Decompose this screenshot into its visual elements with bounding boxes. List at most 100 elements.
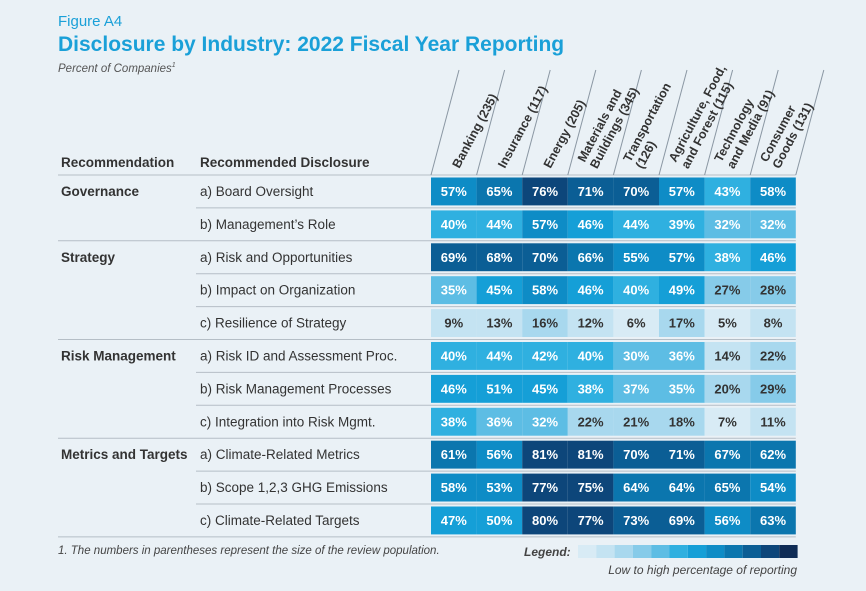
cell-value-label: 58% — [532, 283, 558, 298]
cell-value-label: 35% — [669, 381, 695, 396]
heatmap-cell — [750, 440, 796, 469]
heatmap-cell — [522, 473, 568, 502]
cell-value-label: 8% — [764, 316, 783, 331]
subtitle-text: Percent of Companies — [58, 62, 172, 75]
heatmap-cell — [567, 309, 614, 337]
heatmap-cell — [704, 473, 751, 502]
heatmap-cell — [431, 440, 477, 469]
heatmap-cell — [704, 210, 751, 239]
cell-value-label: 44% — [486, 217, 512, 232]
disclosure-label: b) Scope 1,2,3 GHG Emissions — [200, 480, 388, 495]
cell-value-label: 64% — [623, 480, 649, 495]
cell-value-label: 66% — [578, 250, 604, 265]
heatmap-cell — [613, 177, 659, 206]
heatmap-cell — [567, 243, 614, 272]
heatmap-cell — [431, 177, 477, 206]
cell-value-label: 14% — [714, 348, 740, 363]
cell-value-label: 36% — [669, 348, 695, 363]
cell-value-label: 40% — [441, 217, 467, 232]
cell-value-label: 18% — [669, 414, 695, 429]
heatmap-cell — [704, 342, 751, 370]
heatmap-cell — [431, 243, 477, 272]
heatmap-cell — [750, 374, 796, 403]
disclosure-header-label: Recommended Disclosure — [200, 155, 370, 170]
cell-value-label: 70% — [532, 250, 558, 265]
heatmap-cell — [522, 243, 568, 272]
cell-value-label: 56% — [714, 513, 740, 528]
heatmap-cell — [431, 506, 477, 535]
heatmap-cell — [476, 177, 523, 206]
heatmap-cell — [476, 440, 523, 469]
disclosure-label: b) Management’s Role — [200, 217, 336, 232]
cell-value-label: 57% — [669, 250, 695, 265]
cell-value-label: 32% — [714, 217, 740, 232]
heatmap-cell — [613, 309, 659, 337]
cell-value-label: 35% — [441, 283, 467, 298]
cell-value-label: 44% — [486, 348, 512, 363]
cell-value-label: 40% — [441, 348, 467, 363]
heatmap-cell — [431, 276, 477, 305]
heatmap-cell — [750, 473, 796, 502]
cell-value-label: 12% — [578, 316, 604, 331]
legend-swatch — [706, 545, 725, 558]
legend-swatch — [632, 545, 652, 558]
cell-value-label: 57% — [441, 184, 467, 199]
disclosure-label: c) Integration into Risk Mgmt. — [200, 414, 376, 429]
heatmap-cell — [613, 210, 659, 239]
footnote: 1. The numbers in parentheses represent … — [58, 545, 440, 557]
cell-value-label: 45% — [532, 381, 558, 396]
cell-value-label: 70% — [623, 447, 649, 462]
heatmap-cell — [704, 374, 751, 403]
heatmap-cell — [476, 309, 523, 337]
column-divider-line — [749, 69, 779, 176]
cell-value-label: 58% — [760, 184, 786, 199]
cell-value-label: 77% — [578, 513, 604, 528]
heatmap-cell — [567, 210, 614, 239]
heatmap-cell — [750, 177, 796, 206]
cell-value-label: 46% — [578, 217, 604, 232]
cell-value-label: 40% — [578, 348, 604, 363]
cell-value-label: 28% — [760, 283, 786, 298]
cell-value-label: 77% — [532, 480, 558, 495]
heatmap-cell — [704, 276, 751, 305]
cell-value-label: 49% — [669, 283, 695, 298]
column-divider-line — [476, 69, 506, 176]
heatmap-cell — [704, 309, 751, 337]
heatmap-cell — [567, 407, 614, 436]
cell-value-label: 13% — [486, 316, 512, 331]
cell-value-label: 80% — [532, 513, 558, 528]
cell-value-label: 42% — [532, 348, 558, 363]
cell-value-label: 61% — [441, 447, 467, 462]
heatmap-cell — [476, 374, 523, 403]
column-divider-line — [521, 69, 551, 176]
cell-value-label: 69% — [441, 250, 467, 265]
heatmap-cell — [431, 210, 477, 239]
disclosure-label: a) Board Oversight — [200, 184, 314, 199]
cell-value-label: 57% — [669, 184, 695, 199]
recommendation-label: Governance — [61, 184, 140, 199]
legend-label: Legend: — [524, 545, 571, 559]
cell-value-label: 67% — [714, 447, 740, 462]
chart-title: Disclosure by Industry: 2022 Fiscal Year… — [58, 33, 565, 56]
disclosure-label: c) Climate-Related Targets — [200, 513, 360, 528]
cell-value-label: 45% — [486, 283, 512, 298]
cell-value-label: 36% — [486, 414, 512, 429]
cell-value-label: 40% — [623, 283, 649, 298]
cell-value-label: 9% — [444, 316, 463, 331]
heatmap-cell — [476, 243, 523, 272]
cell-value-label: 51% — [486, 381, 512, 396]
cell-value-label: 46% — [578, 283, 604, 298]
cell-value-label: 65% — [486, 184, 512, 199]
cell-value-label: 55% — [623, 250, 649, 265]
column-label-line: Banking (235) — [450, 91, 501, 170]
disclosure-label: a) Risk and Opportunities — [200, 250, 353, 265]
heatmap-cell — [476, 407, 523, 436]
column-divider-line — [612, 69, 642, 176]
cell-value-label: 75% — [578, 480, 604, 495]
cell-value-label: 76% — [532, 184, 558, 199]
cell-value-label: 64% — [669, 480, 695, 495]
recommendation-label: Risk Management — [61, 348, 176, 363]
heatmap-cell — [613, 342, 659, 370]
subtitle-footnote-marker: 1 — [171, 62, 176, 69]
